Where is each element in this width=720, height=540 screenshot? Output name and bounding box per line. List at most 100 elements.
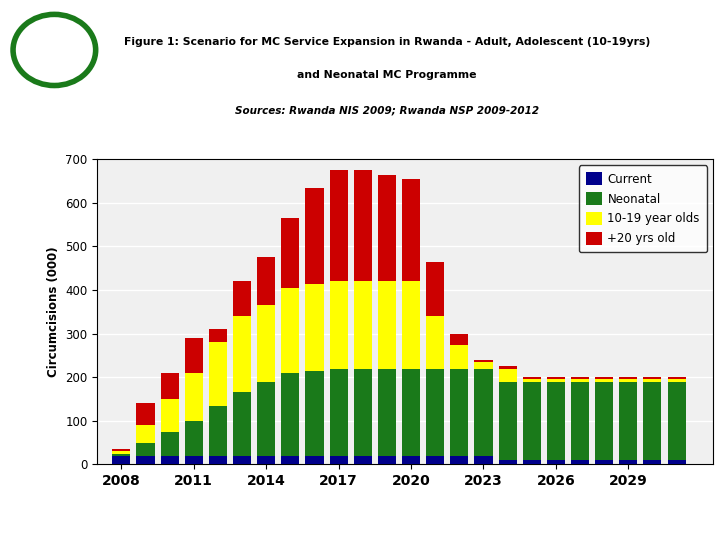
Bar: [426, 262, 444, 316]
Bar: [161, 431, 179, 456]
Bar: [354, 281, 372, 368]
Ellipse shape: [13, 15, 96, 85]
Bar: [233, 316, 251, 393]
Bar: [498, 382, 517, 460]
Bar: [185, 456, 203, 464]
Bar: [644, 380, 662, 382]
Bar: [233, 456, 251, 464]
Bar: [185, 373, 203, 421]
Bar: [378, 281, 396, 368]
Bar: [450, 456, 469, 464]
Bar: [402, 456, 420, 464]
Bar: [402, 179, 420, 281]
Bar: [474, 360, 492, 362]
Bar: [136, 403, 155, 425]
Legend: Current, Neonatal, 10-19 year olds, +20 yrs old: Current, Neonatal, 10-19 year olds, +20 …: [579, 165, 707, 252]
Bar: [498, 368, 517, 382]
Bar: [426, 368, 444, 456]
Bar: [233, 281, 251, 316]
Bar: [644, 460, 662, 464]
Bar: [450, 345, 469, 368]
Bar: [571, 460, 589, 464]
Bar: [185, 421, 203, 456]
Bar: [161, 456, 179, 464]
Bar: [112, 449, 130, 451]
Bar: [136, 456, 155, 464]
Y-axis label: Circumcisions (000): Circumcisions (000): [47, 247, 60, 377]
Bar: [209, 406, 227, 456]
Bar: [474, 362, 492, 368]
Bar: [354, 170, 372, 281]
Bar: [450, 334, 469, 345]
Bar: [644, 382, 662, 460]
Bar: [282, 373, 300, 456]
Bar: [330, 368, 348, 456]
Text: and Neonatal MC Programme: and Neonatal MC Programme: [297, 70, 477, 80]
Bar: [546, 382, 565, 460]
Bar: [305, 284, 323, 370]
Bar: [282, 218, 300, 288]
Bar: [619, 377, 637, 380]
Bar: [354, 368, 372, 456]
Bar: [330, 170, 348, 281]
Bar: [136, 425, 155, 443]
Bar: [450, 368, 469, 456]
Bar: [667, 380, 685, 382]
Bar: [305, 370, 323, 456]
Bar: [282, 456, 300, 464]
Bar: [378, 456, 396, 464]
Bar: [571, 380, 589, 382]
Bar: [330, 456, 348, 464]
Bar: [257, 456, 275, 464]
Bar: [209, 329, 227, 342]
Bar: [474, 368, 492, 456]
Bar: [523, 377, 541, 380]
Bar: [112, 454, 130, 456]
Bar: [305, 456, 323, 464]
Bar: [330, 281, 348, 368]
Bar: [209, 342, 227, 406]
Bar: [619, 460, 637, 464]
Text: Sources: Rwanda NIS 2009; Rwanda NSP 2009-2012: Sources: Rwanda NIS 2009; Rwanda NSP 200…: [235, 106, 539, 116]
Bar: [546, 380, 565, 382]
Bar: [112, 451, 130, 454]
Bar: [619, 380, 637, 382]
Bar: [112, 456, 130, 464]
Bar: [257, 258, 275, 305]
Bar: [426, 316, 444, 368]
Bar: [257, 382, 275, 456]
Bar: [378, 174, 396, 281]
Bar: [402, 368, 420, 456]
Bar: [595, 382, 613, 460]
Text: Figure 1: Scenario for MC Service Expansion in Rwanda - Adult, Adolescent (10-19: Figure 1: Scenario for MC Service Expans…: [124, 37, 650, 47]
Bar: [523, 460, 541, 464]
Bar: [667, 382, 685, 460]
Bar: [209, 456, 227, 464]
Bar: [305, 187, 323, 284]
Bar: [523, 382, 541, 460]
Bar: [571, 382, 589, 460]
Bar: [667, 460, 685, 464]
Bar: [595, 460, 613, 464]
Bar: [546, 377, 565, 380]
Bar: [282, 288, 300, 373]
Bar: [595, 377, 613, 380]
Bar: [185, 338, 203, 373]
Bar: [644, 377, 662, 380]
Bar: [233, 393, 251, 456]
Bar: [474, 456, 492, 464]
Bar: [161, 373, 179, 399]
Bar: [498, 366, 517, 368]
Bar: [354, 456, 372, 464]
Bar: [378, 368, 396, 456]
Bar: [595, 380, 613, 382]
Bar: [571, 377, 589, 380]
Bar: [136, 443, 155, 456]
Bar: [523, 380, 541, 382]
Bar: [667, 377, 685, 380]
Bar: [161, 399, 179, 431]
Bar: [619, 382, 637, 460]
Bar: [546, 460, 565, 464]
Bar: [402, 281, 420, 368]
Bar: [257, 305, 275, 382]
